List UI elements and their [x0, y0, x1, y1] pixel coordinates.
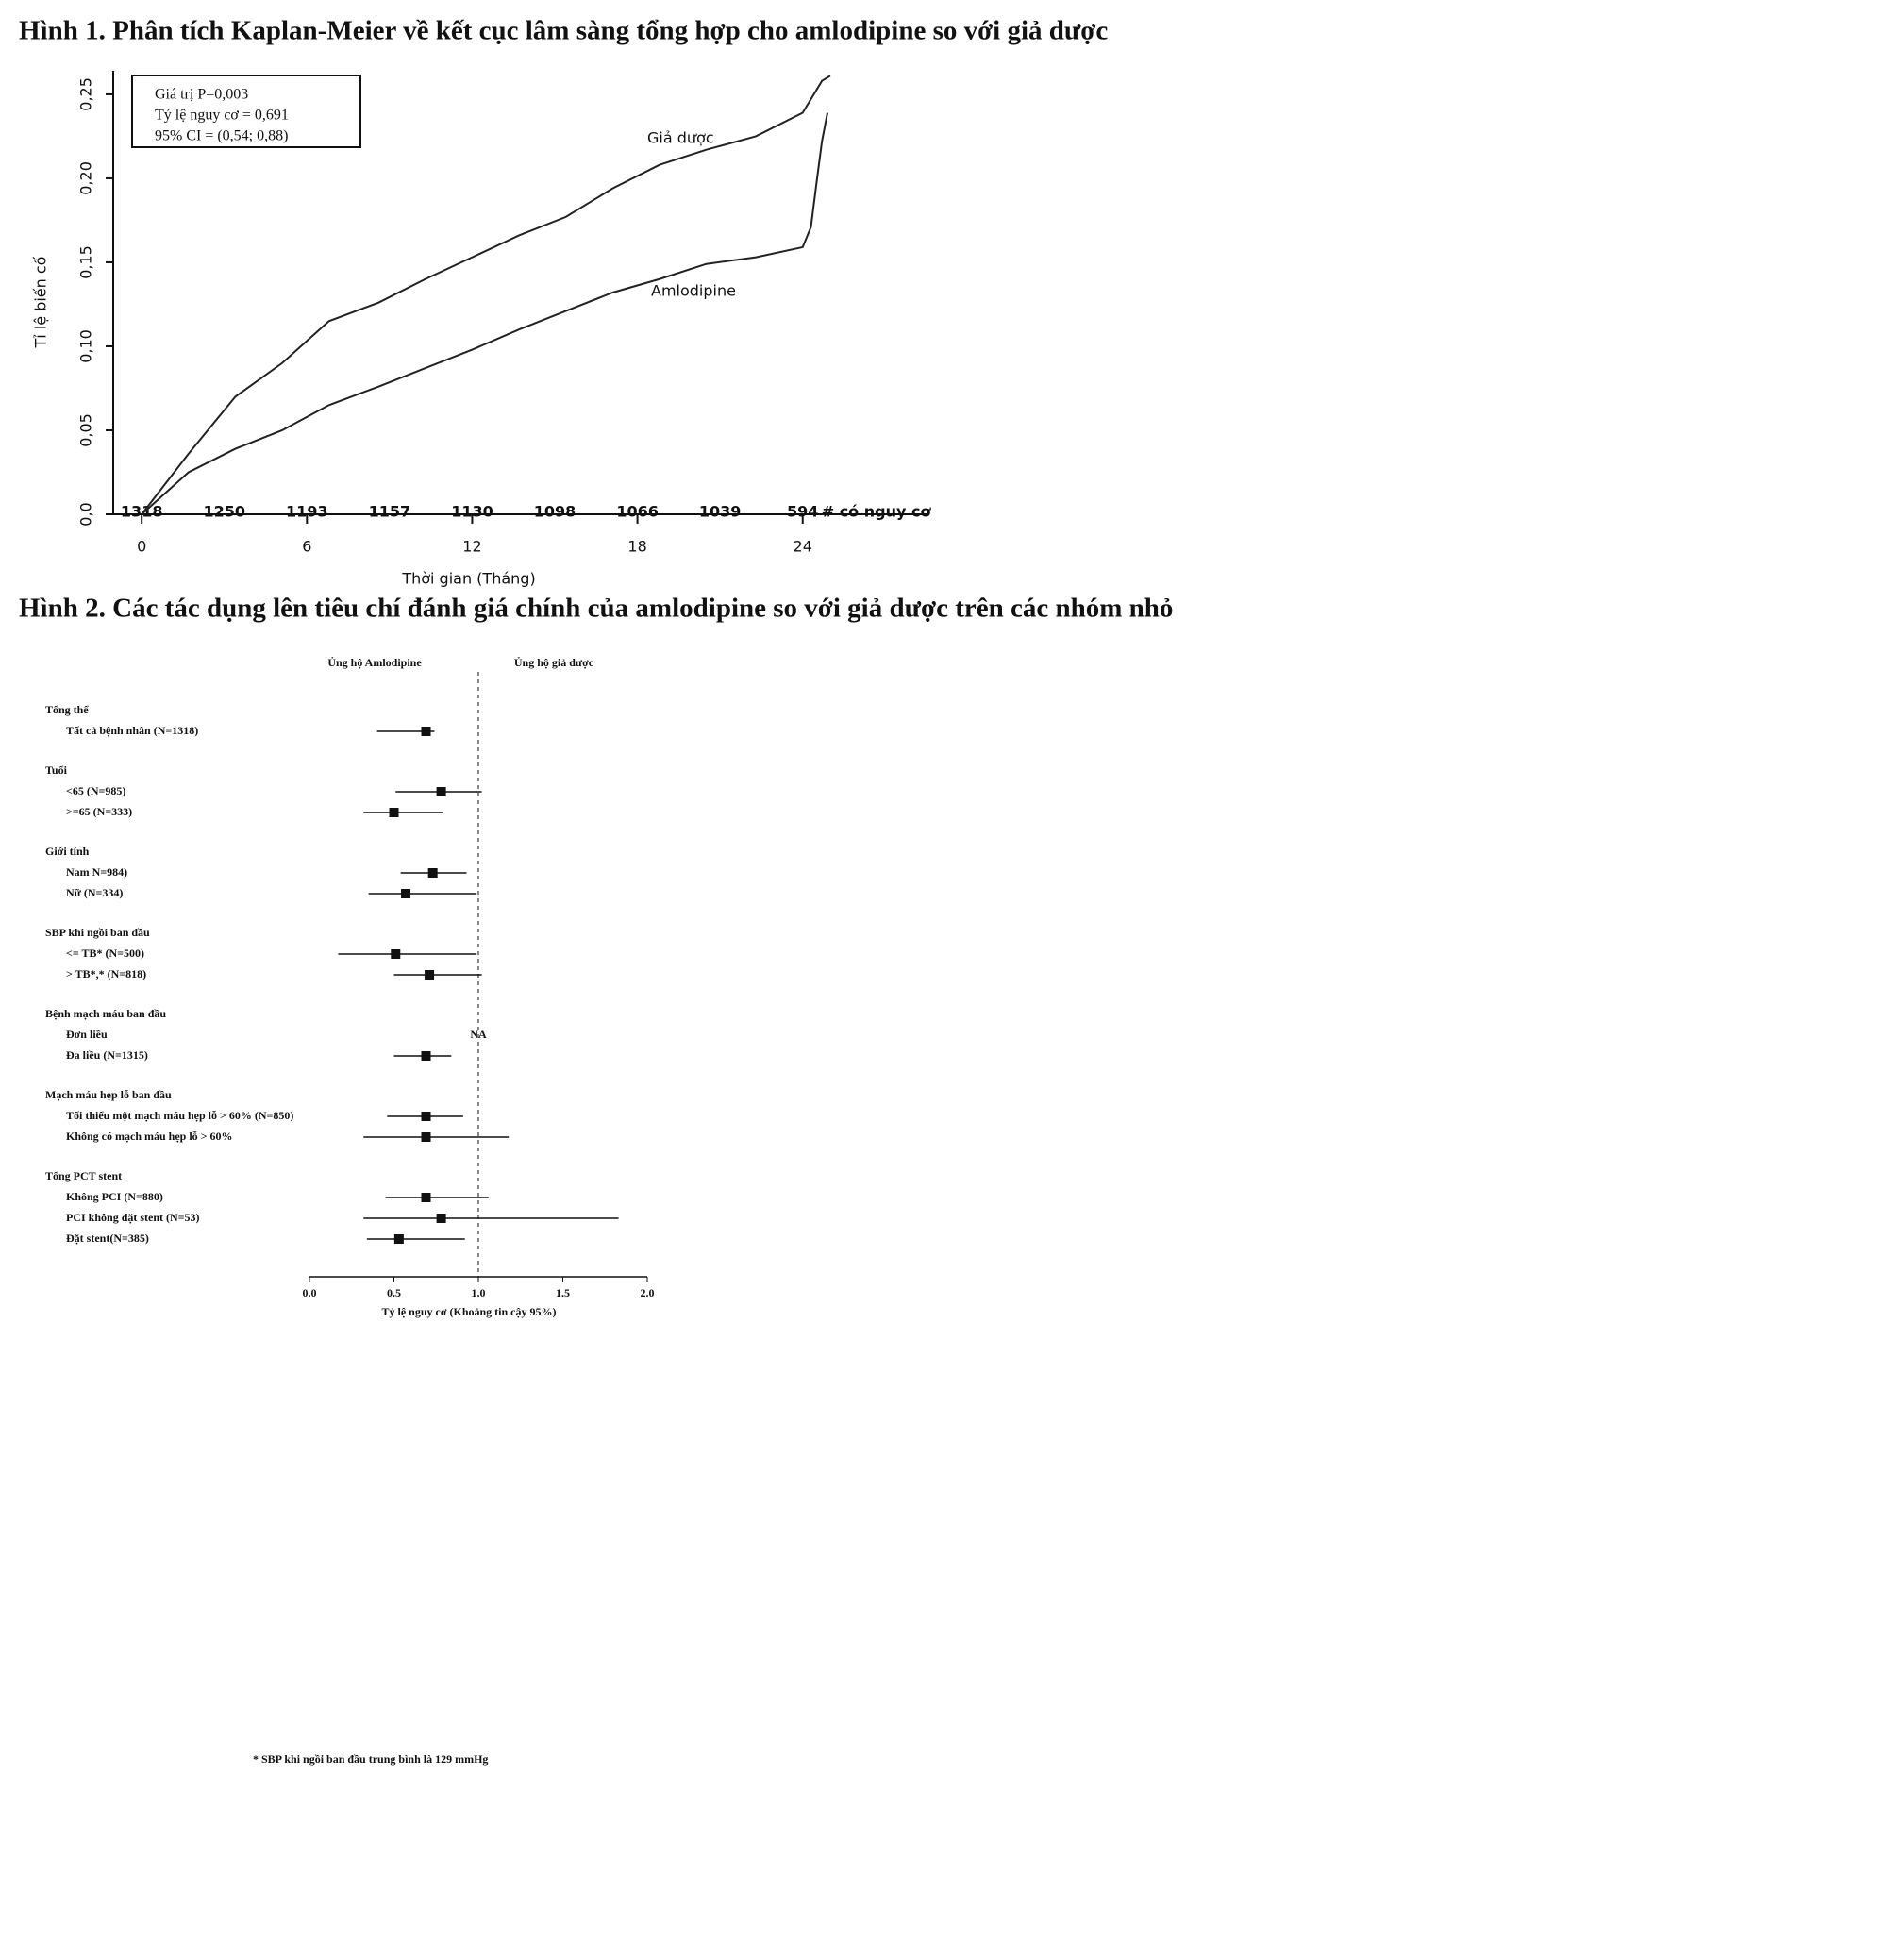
- at-risk-label: # có nguy cơ: [822, 503, 932, 521]
- x-tick-label: 0.0: [303, 1286, 317, 1299]
- x-tick-label: 12: [462, 538, 481, 556]
- y-tick-label: 0,15: [77, 245, 95, 279]
- hazard-ratio: [421, 1193, 431, 1202]
- column-header: Ủng hộ giả dược: [514, 656, 594, 669]
- x-tick-label: 0.5: [387, 1286, 401, 1299]
- hazard-ratio: [436, 1214, 446, 1223]
- at-risk-count: 1039: [699, 503, 742, 521]
- at-risk-count: 1193: [286, 503, 328, 521]
- y-tick-label: 0,20: [77, 161, 95, 195]
- annotation-box: [131, 75, 361, 148]
- figure-caption: Hình 1. Phân tích Kaplan-Meier về kết cụ…: [19, 16, 1108, 46]
- row-label: > TB*,* (N=818): [66, 967, 146, 980]
- row-label: <65 (N=985): [66, 784, 125, 797]
- x-tick-label: 2.0: [641, 1286, 655, 1299]
- at-risk-count: 1250: [203, 503, 245, 521]
- row-label: Đơn liều: [66, 1028, 108, 1041]
- x-tick-label: 1.5: [556, 1286, 570, 1299]
- hazard-ratio: [421, 1051, 431, 1061]
- row-label: Đặt stent(N=385): [66, 1231, 149, 1245]
- row-label: >=65 (N=333): [66, 805, 132, 818]
- column-header: Ủng hộ Amlodipine: [327, 656, 422, 669]
- series-label: Giả dược: [647, 129, 714, 147]
- x-axis-title: Thời gian (Tháng): [401, 570, 535, 588]
- hazard-ratio: [393, 1234, 404, 1244]
- row-label: Không có mạch máu hẹp lỗ > 60%: [66, 1130, 233, 1143]
- row-header: Bệnh mạch máu ban đầu: [45, 1007, 166, 1020]
- row-label: Tối thiểu một mạch máu hẹp lỗ > 60% (N=8…: [66, 1109, 293, 1122]
- row-header: Tuổi: [45, 763, 68, 777]
- x-tick-label: 6: [302, 538, 311, 556]
- hazard-ratio: [421, 1132, 431, 1142]
- footnote: * SBP khi ngồi ban đầu trung bình là 129…: [253, 1752, 488, 1766]
- annotation: Giá trị P=0,003: [155, 87, 248, 103]
- hazard-ratio: [427, 868, 438, 878]
- row-header: Tổng thể: [45, 703, 89, 716]
- annotation: 95% CI = (0,54; 0,88): [155, 128, 288, 144]
- row-label: Nam N=984): [66, 865, 127, 879]
- at-risk-count: 1157: [369, 503, 411, 521]
- row-label: Không PCI (N=880): [66, 1190, 163, 1203]
- row-label: Tất cả bệnh nhân (N=1318): [66, 724, 198, 737]
- series-line: [141, 75, 831, 515]
- at-risk-count: 1130: [451, 503, 493, 521]
- series-label: Amlodipine: [651, 282, 736, 300]
- y-tick-label: 0,0: [77, 502, 95, 526]
- annotation: Tỷ lệ nguy cơ = 0,691: [155, 108, 289, 124]
- series-line: [141, 112, 828, 515]
- hazard-ratio: [421, 727, 431, 736]
- row-header: Tổng PCT stent: [45, 1169, 122, 1182]
- row-label: Đa liều (N=1315): [66, 1048, 148, 1062]
- y-tick-label: 0,10: [77, 329, 95, 363]
- row-note: NA: [470, 1028, 487, 1041]
- x-tick-label: 24: [794, 538, 812, 556]
- at-risk-count: 1066: [616, 503, 659, 521]
- hazard-ratio: [436, 787, 446, 796]
- row-label: <= TB* (N=500): [66, 946, 144, 960]
- y-tick-label: 0,05: [77, 413, 95, 447]
- row-header: SBP khi ngồi ban đầu: [45, 926, 150, 939]
- x-tick-label: 0: [137, 538, 146, 556]
- hazard-ratio: [421, 1112, 431, 1121]
- figure-caption: Hình 2. Các tác dụng lên tiêu chí đánh g…: [19, 594, 1173, 624]
- row-label: Nữ (N=334): [66, 886, 123, 899]
- y-tick-label: 0,25: [77, 77, 95, 111]
- row-header: Mạch máu hẹp lỗ ban đầu: [45, 1088, 172, 1101]
- row-header: Giới tính: [45, 845, 90, 858]
- at-risk-count: 1318: [121, 503, 163, 521]
- at-risk-count: 594: [787, 503, 818, 521]
- at-risk-count: 1098: [534, 503, 576, 521]
- x-axis-title: Tỷ lệ nguy cơ (Khoảng tin cậy 95%): [382, 1305, 557, 1318]
- hazard-ratio: [389, 808, 399, 817]
- hazard-ratio: [425, 970, 435, 980]
- x-tick-label: 1.0: [472, 1286, 486, 1299]
- hazard-ratio: [401, 889, 411, 898]
- x-tick-label: 18: [627, 538, 646, 556]
- hazard-ratio: [391, 949, 401, 959]
- y-axis-title: Tỉ lệ biến cố: [32, 256, 50, 348]
- row-label: PCI không đặt stent (N=53): [66, 1211, 200, 1224]
